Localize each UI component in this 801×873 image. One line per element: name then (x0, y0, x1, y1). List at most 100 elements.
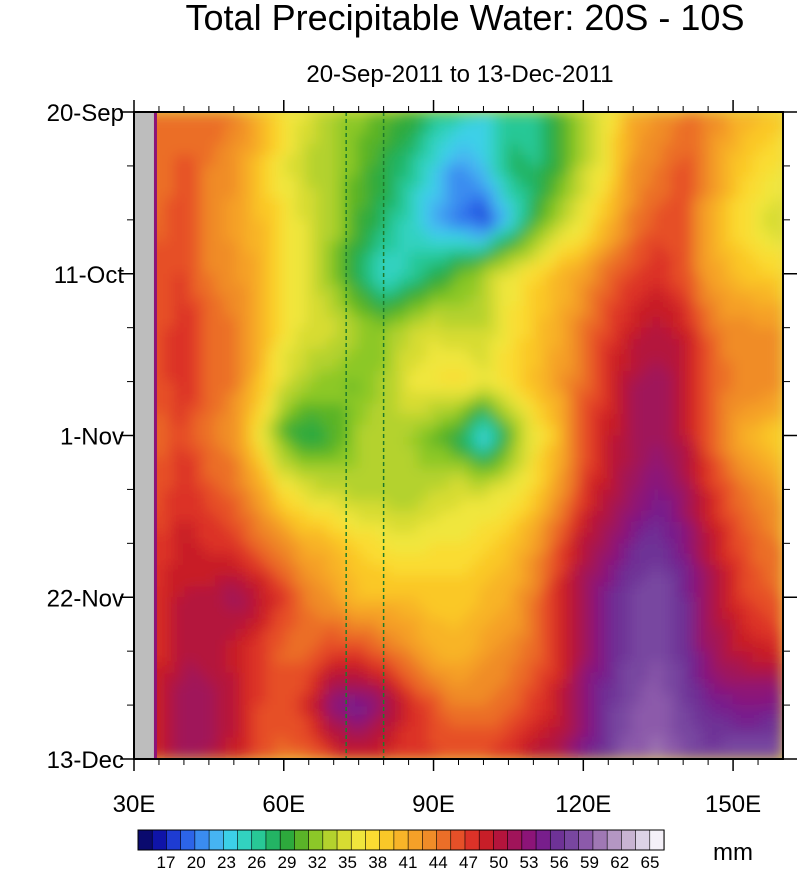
field-cell (539, 338, 551, 351)
field-cell (265, 338, 277, 351)
field-cell (407, 306, 419, 318)
field-cell (357, 252, 369, 264)
field-cell (519, 370, 531, 383)
field-cell (316, 726, 328, 739)
field-cell (580, 748, 592, 759)
field-cell (164, 510, 176, 523)
field-cell (357, 457, 369, 469)
field-cell (417, 618, 429, 631)
field-cell (357, 403, 369, 415)
field-cell (701, 370, 713, 383)
field-cell (174, 349, 186, 361)
field-cell (215, 262, 227, 275)
field-cell (346, 133, 358, 146)
field-cell (428, 672, 440, 685)
field-cell (235, 360, 247, 372)
field-cell (712, 715, 723, 728)
field-cell (519, 618, 531, 631)
field-cell (539, 608, 551, 620)
field-cell (407, 262, 419, 275)
field-cell (630, 715, 642, 728)
field-cell (559, 381, 571, 394)
field-cell (336, 295, 348, 307)
field-cell (428, 705, 440, 717)
field-cell (164, 198, 176, 210)
field-cell (458, 640, 470, 652)
field-cell (681, 435, 693, 448)
field-cell (651, 219, 663, 232)
field-cell (468, 435, 480, 448)
field-cell (306, 360, 318, 372)
field-cell (539, 360, 551, 372)
field-cell (286, 144, 298, 156)
field-cell (306, 155, 318, 167)
x-tick-label: 60E (262, 791, 305, 818)
field-cell (519, 392, 531, 404)
field-cell (367, 608, 379, 620)
field-cell (346, 683, 358, 696)
field-cell (204, 144, 216, 156)
field-cell (154, 219, 166, 232)
field-cell (499, 338, 510, 351)
field-cell (478, 640, 490, 652)
field-cell (265, 219, 277, 232)
field-cell (265, 252, 277, 264)
field-cell (397, 446, 409, 458)
field-cell (559, 230, 571, 243)
field-cell (590, 640, 602, 652)
field-cell (215, 715, 227, 728)
field-cell (559, 284, 571, 297)
field-cell (367, 327, 379, 340)
field-cell (772, 575, 783, 588)
field-cell (357, 510, 369, 523)
field-cell (529, 521, 541, 534)
field-cell (681, 392, 693, 404)
field-cell (762, 424, 774, 437)
field-cell (701, 360, 713, 372)
field-cell (570, 424, 581, 437)
field-cell (326, 435, 338, 448)
field-cell (630, 230, 642, 243)
field-cell (752, 209, 764, 221)
field-cell (620, 241, 632, 253)
field-cell (590, 316, 602, 329)
field-cell (712, 122, 723, 135)
field-cell (651, 457, 663, 469)
field-cell (397, 586, 409, 599)
field-cell (570, 144, 581, 156)
field-cell (478, 165, 490, 178)
field-cell (387, 586, 399, 599)
field-cell (762, 618, 774, 631)
field-cell (549, 155, 561, 167)
field-cell (772, 640, 783, 652)
field-cell (529, 424, 541, 437)
field-cell (438, 198, 450, 210)
field-cell (488, 575, 500, 588)
field-cell (448, 252, 460, 264)
field-cell (174, 748, 186, 759)
field-cell (235, 564, 247, 577)
field-cell (661, 112, 673, 124)
field-cell (215, 392, 227, 404)
field-cell (499, 661, 510, 674)
field-cell (549, 273, 561, 286)
field-cell (671, 413, 683, 426)
field-cell (235, 241, 247, 253)
field-cell (417, 381, 429, 394)
field-cell (296, 715, 308, 728)
field-cell (174, 629, 186, 642)
field-cell (478, 360, 490, 372)
field-cell (772, 187, 783, 200)
field-cell (559, 521, 571, 534)
field-cell (722, 338, 734, 351)
field-cell (225, 597, 237, 609)
field-cell (641, 543, 652, 555)
field-cell (610, 295, 622, 307)
field-cell (407, 144, 419, 156)
field-cell (641, 327, 652, 340)
field-cell (407, 597, 419, 609)
field-cell (468, 230, 480, 243)
field-cell (255, 715, 267, 728)
field-cell (509, 112, 521, 124)
field-cell (468, 446, 480, 458)
